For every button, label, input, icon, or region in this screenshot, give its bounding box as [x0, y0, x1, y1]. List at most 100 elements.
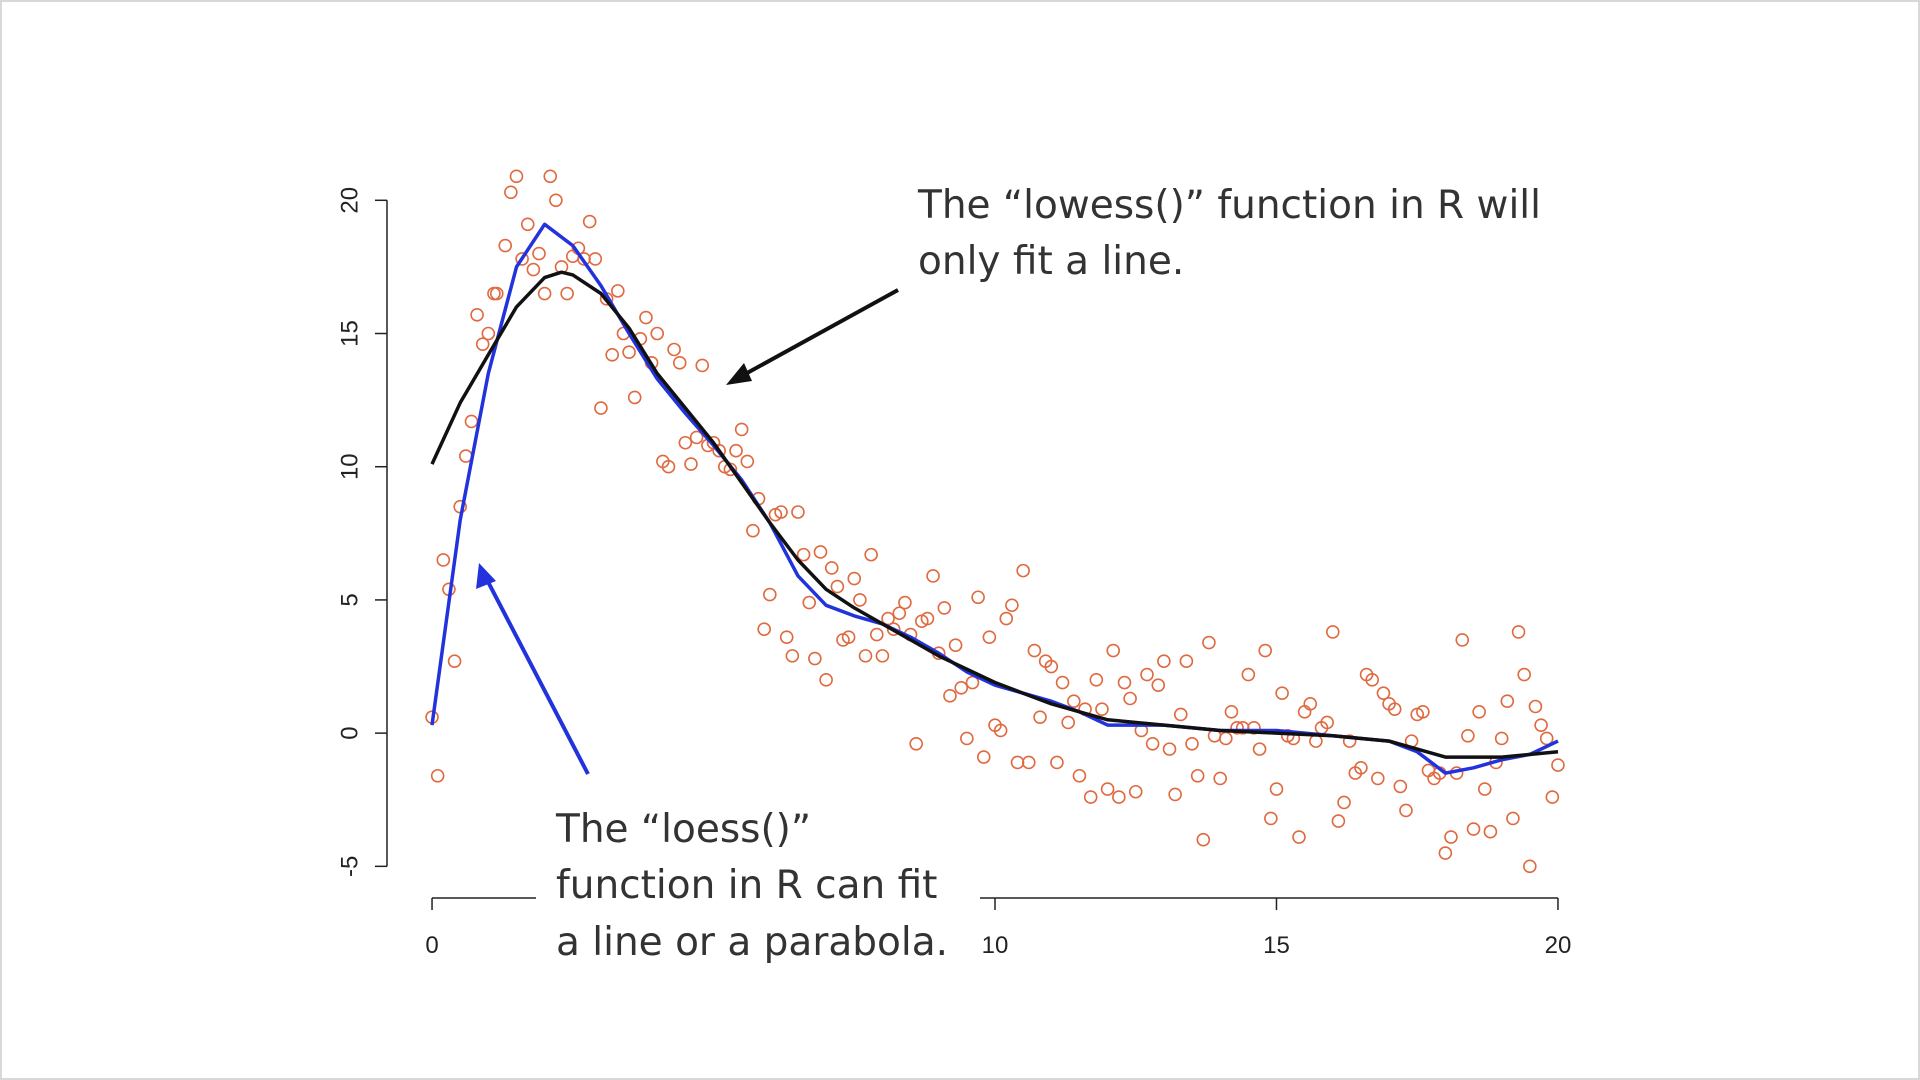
- point: [892, 606, 907, 621]
- annotations: The “lowess()” function in R will only f…: [476, 183, 1541, 980]
- point: [1241, 667, 1256, 682]
- point: [976, 750, 991, 764]
- point: [948, 638, 963, 653]
- point: [1376, 686, 1391, 700]
- point: [622, 345, 636, 359]
- point: [1393, 779, 1408, 794]
- point: [1050, 755, 1064, 770]
- point: [560, 286, 574, 301]
- point: [549, 193, 563, 208]
- y-tick-label: 15: [336, 320, 363, 347]
- point: [1252, 742, 1267, 756]
- point: [1213, 771, 1227, 786]
- point: [864, 547, 878, 562]
- point: [1292, 830, 1306, 844]
- point: [1005, 598, 1019, 613]
- point: [1106, 643, 1121, 658]
- annotation-text: a line or a parabola.: [556, 920, 948, 965]
- point: [1494, 731, 1509, 746]
- point: [1483, 824, 1498, 839]
- point: [813, 545, 828, 559]
- point: [971, 590, 985, 605]
- point: [1033, 710, 1047, 724]
- point: [1331, 814, 1346, 828]
- x-tick-label: 0: [425, 932, 438, 959]
- point: [965, 675, 980, 690]
- point: [1545, 790, 1560, 804]
- y-tick-label: 10: [336, 453, 363, 480]
- point: [1472, 705, 1486, 719]
- point: [1416, 705, 1430, 719]
- point: [954, 681, 969, 695]
- point: [881, 611, 895, 626]
- point: [475, 337, 490, 351]
- point: [898, 595, 912, 610]
- note-background: [536, 796, 980, 980]
- point: [1016, 563, 1030, 578]
- point: [520, 217, 535, 232]
- arrow-head: [476, 563, 496, 589]
- point: [1466, 822, 1481, 836]
- point: [1168, 787, 1182, 802]
- point: [740, 454, 755, 469]
- point: [802, 595, 817, 610]
- point: [1275, 686, 1289, 700]
- point: [672, 356, 687, 370]
- point: [960, 731, 974, 746]
- point: [1337, 795, 1351, 810]
- point: [1100, 782, 1115, 796]
- point: [1399, 803, 1413, 818]
- point: [819, 673, 833, 687]
- point: [481, 326, 496, 341]
- point: [993, 723, 1008, 738]
- point: [729, 443, 743, 458]
- point: [853, 593, 867, 607]
- point: [1511, 625, 1526, 639]
- y-tick-label: 5: [336, 593, 363, 606]
- point: [1145, 736, 1160, 751]
- point: [436, 553, 451, 567]
- point: [1303, 697, 1318, 711]
- point: [1325, 625, 1340, 639]
- arrow-head: [726, 363, 752, 385]
- point: [504, 185, 518, 200]
- point: [1089, 673, 1104, 687]
- arrow: [483, 575, 590, 775]
- point: [543, 169, 558, 184]
- point: [1461, 728, 1475, 743]
- point: [779, 630, 794, 645]
- point: [909, 736, 923, 751]
- point: [920, 611, 935, 626]
- point: [1365, 673, 1379, 687]
- point: [1438, 846, 1453, 860]
- point: [1112, 790, 1126, 804]
- point: [1173, 707, 1188, 722]
- point: [1455, 633, 1470, 647]
- point: [1371, 771, 1385, 786]
- point: [791, 505, 805, 519]
- point: [830, 579, 845, 594]
- point: [746, 523, 760, 538]
- point: [1140, 667, 1154, 682]
- point: [1061, 715, 1075, 730]
- point: [1264, 811, 1278, 826]
- point: [1477, 782, 1492, 796]
- point: [1224, 705, 1239, 719]
- point: [532, 246, 546, 261]
- point: [1067, 694, 1081, 708]
- point: [430, 768, 445, 783]
- point: [498, 238, 513, 253]
- point: [763, 587, 777, 602]
- fit-line: [430, 270, 1559, 759]
- point: [1123, 691, 1137, 706]
- point: [639, 310, 653, 325]
- point: [509, 169, 524, 184]
- point: [611, 284, 625, 298]
- point: [875, 649, 890, 663]
- point: [1230, 721, 1244, 735]
- point: [1157, 654, 1171, 669]
- point: [858, 649, 873, 663]
- point: [650, 326, 665, 341]
- point: [1534, 718, 1548, 732]
